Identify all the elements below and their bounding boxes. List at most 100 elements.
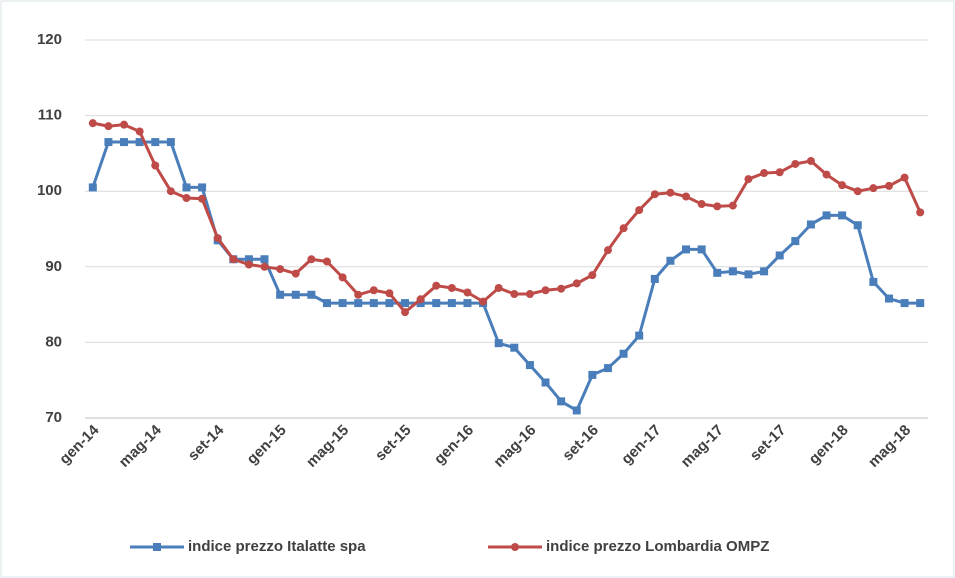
marker <box>557 397 566 406</box>
marker <box>900 299 909 308</box>
marker <box>120 120 129 129</box>
marker <box>213 234 222 243</box>
marker <box>588 271 597 280</box>
y-tick-label: 70 <box>45 409 62 426</box>
marker <box>385 299 394 308</box>
marker <box>650 190 659 199</box>
marker <box>916 208 925 217</box>
legend-marker <box>153 543 161 551</box>
marker <box>728 201 737 210</box>
marker <box>791 159 800 168</box>
marker <box>463 299 472 308</box>
marker <box>151 161 160 170</box>
marker <box>760 169 769 178</box>
y-tick-label: 120 <box>37 31 62 48</box>
marker <box>135 138 144 147</box>
marker <box>697 245 706 254</box>
marker <box>198 194 207 203</box>
marker <box>182 183 191 192</box>
legend-marker <box>511 543 519 551</box>
marker <box>541 378 550 387</box>
marker <box>354 290 363 299</box>
marker <box>744 270 753 279</box>
marker <box>88 119 97 128</box>
marker <box>463 288 472 297</box>
marker <box>135 127 144 136</box>
marker <box>697 200 706 209</box>
marker <box>900 173 909 182</box>
marker <box>120 138 129 147</box>
legend-label: indice prezzo Lombardia OMPZ <box>546 538 769 555</box>
marker <box>338 273 347 282</box>
marker <box>603 246 612 255</box>
marker <box>791 237 800 246</box>
marker <box>338 299 347 308</box>
marker <box>369 299 378 308</box>
marker <box>713 268 722 277</box>
marker <box>432 281 441 290</box>
marker <box>525 361 534 370</box>
marker <box>447 299 456 308</box>
marker <box>650 274 659 283</box>
marker <box>806 156 815 165</box>
marker <box>198 183 207 192</box>
marker <box>510 343 519 352</box>
marker <box>853 187 862 196</box>
marker <box>822 170 831 179</box>
marker <box>666 188 675 197</box>
marker <box>838 181 847 190</box>
marker <box>166 138 175 147</box>
legend-label: indice prezzo Italatte spa <box>188 538 366 555</box>
marker <box>666 256 675 265</box>
marker <box>775 251 784 260</box>
marker <box>479 297 488 306</box>
marker <box>322 299 331 308</box>
marker <box>635 206 644 215</box>
marker <box>401 299 410 308</box>
marker <box>307 255 316 264</box>
marker <box>416 295 425 304</box>
marker <box>182 194 191 203</box>
marker <box>541 286 550 295</box>
marker <box>510 290 519 299</box>
marker <box>447 283 456 292</box>
marker <box>869 184 878 193</box>
marker <box>494 339 503 348</box>
marker <box>572 279 581 288</box>
marker <box>244 260 253 269</box>
marker <box>760 267 769 276</box>
marker <box>916 299 925 308</box>
marker <box>588 370 597 379</box>
marker <box>838 211 847 220</box>
marker <box>151 138 160 147</box>
marker <box>619 224 628 233</box>
marker <box>884 294 893 303</box>
marker <box>728 267 737 276</box>
y-tick-label: 110 <box>38 107 62 124</box>
series <box>88 119 925 317</box>
y-tick-label: 100 <box>37 182 62 199</box>
marker <box>260 255 269 264</box>
marker <box>884 181 893 190</box>
marker <box>572 406 581 415</box>
marker <box>635 331 644 340</box>
marker <box>291 290 300 299</box>
marker <box>385 289 394 298</box>
marker <box>104 138 113 147</box>
marker <box>229 255 238 264</box>
marker <box>307 290 316 299</box>
marker <box>869 277 878 286</box>
marker <box>806 220 815 229</box>
marker <box>713 202 722 211</box>
marker <box>432 299 441 308</box>
marker <box>525 290 534 299</box>
marker <box>291 269 300 278</box>
marker <box>369 286 378 295</box>
marker <box>853 221 862 230</box>
marker <box>88 183 97 192</box>
marker <box>322 257 331 266</box>
marker <box>682 245 691 254</box>
marker <box>822 211 831 220</box>
